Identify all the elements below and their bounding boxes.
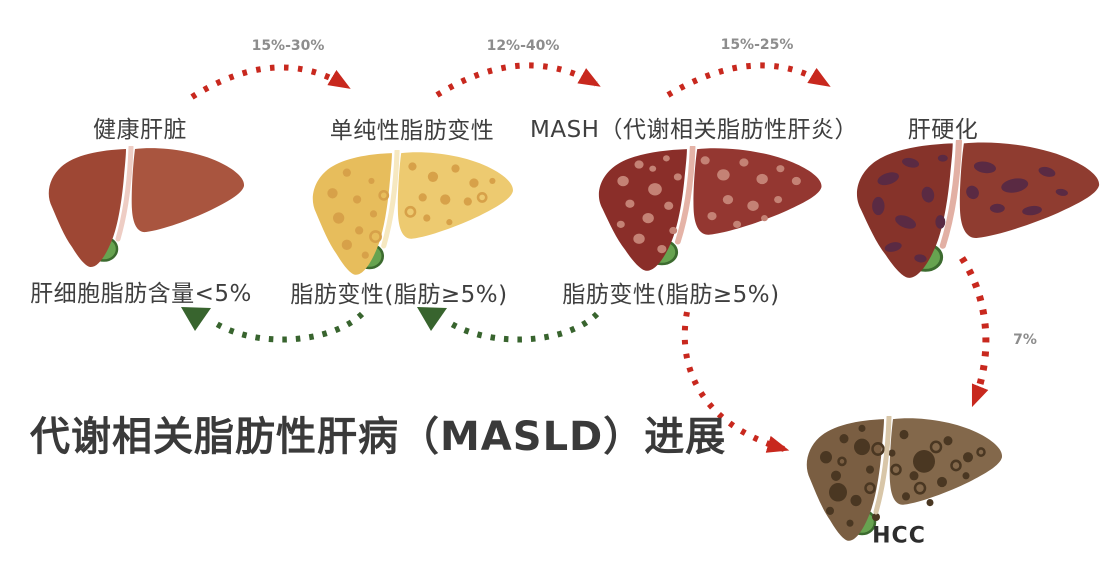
sublabel-mash-fat-content: 脂肪变性(脂肪≥5%) (562, 282, 780, 308)
sublabel-healthy-fat-content: 肝细胞脂肪含量<5% (30, 281, 252, 307)
fat-droplet-spots (327, 162, 496, 259)
liver-illustration-healthy (48, 146, 245, 268)
rate-mash-to-cirrhosis: 15%-25% (720, 37, 794, 53)
label-mash: MASH（代谢相关脂肪性肝炎） (530, 117, 858, 143)
sublabel-steatosis-fat-content: 脂肪变性(脂肪≥5%) (290, 282, 508, 308)
label-healthy-liver: 健康肝脏 (93, 117, 187, 143)
liver-illustration-mash (598, 146, 822, 271)
falciform-ligament (939, 140, 963, 249)
diagram-title: 代谢相关脂肪性肝病（MASLD）进展 (30, 414, 727, 460)
liver-illustration-cirrhosis (856, 140, 1100, 278)
falciform-ligament (381, 150, 400, 249)
arrow-healthy-to-steatosis (190, 64, 351, 100)
liver-illustration-steatosis (312, 150, 513, 275)
arrow-cirrhosis-to-hcc (959, 256, 990, 408)
arrow-mash-to-hcc (681, 311, 790, 453)
green-arrowhead-icon (417, 307, 447, 331)
inflammation-spots (616, 155, 801, 254)
rate-cirrhosis-to-hcc: 7% (1013, 332, 1037, 348)
falciform-ligament (873, 416, 892, 515)
label-cirrhosis: 肝硬化 (907, 117, 979, 143)
liver-illustration-hcc (806, 416, 1003, 541)
arrow-steatosis-to-healthy-reversal (213, 311, 365, 343)
rate-steatosis-to-mash: 12%-40% (486, 38, 560, 54)
rate-healthy-to-steatosis: 15%-30% (251, 38, 325, 54)
tumor-spots (820, 424, 986, 527)
falciform-ligament (674, 146, 696, 245)
green-arrowhead-icon (181, 307, 211, 331)
liver-right-lobe (131, 148, 245, 233)
arrow-mash-to-steatosis-reversal (448, 311, 600, 343)
falciform-ligament (115, 146, 134, 242)
arrow-mash-to-cirrhosis (666, 62, 831, 98)
arrow-steatosis-to-mash (435, 62, 601, 98)
scar-nodule-blotches (872, 154, 1068, 263)
label-hcc: HCC (872, 523, 926, 549)
label-simple-steatosis: 单纯性脂肪变性 (329, 118, 495, 144)
liver-left-lobe (48, 149, 127, 268)
